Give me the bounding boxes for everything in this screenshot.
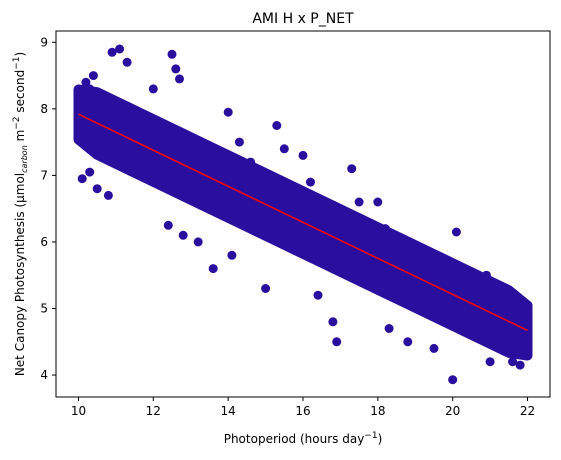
- scatter-point: [403, 337, 413, 347]
- scatter-point: [519, 337, 529, 347]
- scatter-point: [223, 107, 233, 117]
- scatter-point: [485, 357, 495, 367]
- x-tick-label: 18: [370, 404, 385, 418]
- scatter-point: [335, 204, 345, 214]
- scatter-point: [178, 230, 188, 240]
- x-axis-title-main: Photoperiod (hours day: [224, 432, 365, 446]
- x-tick-label: 22: [520, 404, 535, 418]
- scatter-points: [74, 44, 532, 385]
- scatter-point: [384, 324, 394, 333]
- scatter-point: [403, 237, 413, 247]
- scatter-point: [523, 324, 532, 333]
- x-tick-label: 14: [221, 404, 236, 418]
- plot-area: [55, 30, 551, 398]
- x-tick-label: 10: [71, 404, 86, 418]
- scatter-point: [77, 174, 87, 184]
- scatter-point: [85, 167, 95, 177]
- y-axis-title: Net Canopy Photosynthesis (μmolcarbon m−…: [12, 52, 29, 376]
- scatter-point: [306, 177, 315, 187]
- scatter-point: [279, 144, 289, 154]
- scatter-point: [81, 77, 91, 87]
- scatter-point: [332, 337, 342, 347]
- scatter-point: [313, 290, 323, 300]
- scatter-point: [448, 274, 458, 283]
- scatter-point: [167, 49, 177, 59]
- x-axis: 10 12 14 16 18 20 22: [71, 397, 535, 418]
- y-tick-label: 4: [40, 368, 48, 382]
- y-axis-title-sup2: −1: [12, 57, 22, 70]
- scatter-point: [354, 197, 364, 207]
- y-tick-label: 8: [40, 102, 48, 116]
- chart-title: AMI H x P_NET: [252, 11, 354, 27]
- regression-line-path: [78, 113, 528, 332]
- scatter-point: [193, 237, 203, 247]
- y-tick-label: 6: [40, 235, 48, 249]
- scatter-point: [246, 157, 256, 167]
- scatter-point: [85, 84, 95, 94]
- scatter-point: [451, 227, 461, 237]
- y-axis-title-sup1: −2: [12, 116, 22, 129]
- scatter-point: [88, 71, 98, 81]
- scatter-point: [175, 74, 184, 84]
- scatter-point: [92, 184, 102, 194]
- scatter-point: [422, 304, 431, 313]
- x-tick-label: 12: [146, 404, 161, 418]
- regression-line: [78, 113, 528, 332]
- scatter-point: [392, 244, 402, 254]
- scatter-point: [466, 310, 476, 320]
- scatter-point: [272, 121, 282, 130]
- scatter-point: [448, 375, 458, 385]
- scatter-point: [328, 317, 338, 327]
- scatter-point: [508, 357, 518, 367]
- scatter-point: [429, 343, 439, 353]
- x-axis-title-sup: −1: [364, 431, 377, 441]
- scatter-point: [118, 157, 128, 167]
- scatter-point: [261, 190, 271, 200]
- scatter-point: [122, 57, 132, 67]
- scatter-point: [380, 224, 390, 234]
- y-axis-title-sub: carbon: [20, 145, 29, 173]
- scatter-point: [208, 264, 218, 274]
- y-tick-label: 5: [40, 301, 48, 315]
- scatter-point: [515, 360, 525, 370]
- scatter-point: [373, 197, 383, 207]
- x-tick-label: 20: [445, 404, 460, 418]
- x-axis-title: Photoperiod (hours day−1): [224, 431, 383, 446]
- scatter-point: [481, 270, 491, 280]
- scatter-point: [261, 284, 271, 293]
- scatter-point: [148, 84, 158, 94]
- scatter-point: [115, 44, 125, 54]
- scatter-point: [103, 190, 113, 200]
- y-axis-title-part1: Net Canopy Photosynthesis (μmol: [13, 173, 27, 376]
- y-axis-title-part4: ): [13, 52, 27, 57]
- scatter-point: [74, 111, 83, 120]
- scatter-point: [171, 64, 181, 74]
- x-axis-title-end: ): [378, 432, 383, 446]
- scatter-point: [77, 104, 87, 114]
- scatter-point: [227, 250, 237, 260]
- scatter-point: [92, 144, 102, 154]
- scatter-point: [493, 330, 503, 340]
- y-tick-label: 7: [40, 168, 48, 182]
- scatter-point: [107, 47, 117, 57]
- scatter-point: [163, 220, 173, 230]
- scatter-point: [347, 164, 357, 174]
- y-axis: 4 5 6 7 8 9: [40, 35, 56, 382]
- y-axis-title-part2: m: [13, 130, 27, 146]
- x-tick-label: 16: [295, 404, 310, 418]
- scatter-point: [234, 137, 244, 147]
- y-axis-title-part3: second: [13, 70, 27, 117]
- scatter-point: [298, 150, 308, 160]
- y-tick-label: 9: [40, 35, 48, 49]
